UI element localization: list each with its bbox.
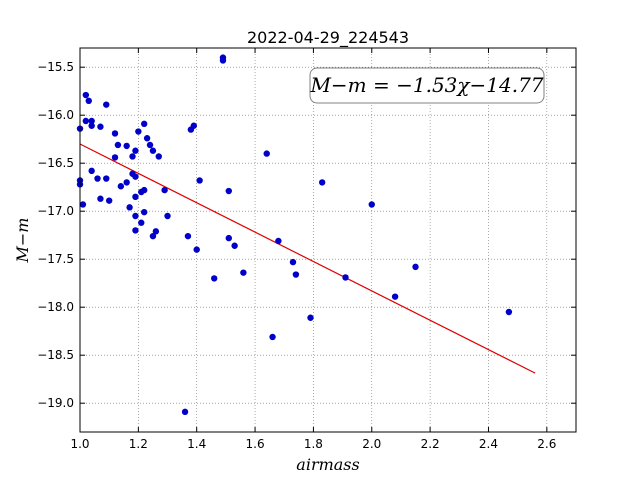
data-point	[318, 179, 326, 186]
data-point	[82, 117, 90, 125]
data-point	[505, 308, 513, 316]
data-point	[225, 234, 232, 242]
data-point	[307, 314, 314, 321]
data-point	[135, 128, 142, 135]
y-tick-label: −17.0	[37, 204, 74, 218]
data-point	[132, 147, 139, 154]
data-point	[342, 274, 349, 281]
y-tick-label: −19.0	[37, 396, 74, 410]
y-tick-label: −17.5	[37, 252, 74, 266]
data-point	[111, 154, 119, 161]
data-point	[79, 201, 87, 208]
data-point	[140, 208, 148, 216]
x-tick-label: 1.0	[70, 437, 89, 451]
data-point	[129, 153, 136, 160]
data-point	[292, 271, 300, 278]
data-point	[114, 141, 122, 149]
data-point	[85, 97, 92, 105]
data-point	[103, 101, 110, 108]
y-tick-label: −16.5	[37, 156, 74, 170]
plot-area-frame	[79, 47, 577, 433]
data-point	[391, 293, 399, 300]
data-point	[132, 193, 139, 200]
x-tick-label: 1.4	[187, 437, 206, 451]
data-point	[231, 242, 238, 249]
data-point	[97, 195, 104, 202]
grid	[79, 48, 576, 432]
x-tick-label: 1.8	[304, 437, 323, 451]
data-point	[181, 408, 189, 416]
data-point	[184, 232, 192, 240]
data-point	[196, 177, 203, 184]
data-point	[412, 263, 419, 271]
y-axis-label: M−m	[13, 218, 32, 264]
data-point	[143, 135, 151, 142]
x-tick-label: 2.4	[479, 437, 498, 451]
data-point	[289, 258, 297, 266]
data-point	[105, 197, 113, 204]
data-point	[149, 232, 157, 240]
data-point	[138, 219, 145, 226]
data-point	[152, 228, 160, 235]
data-point	[94, 175, 101, 182]
data-point	[132, 212, 139, 220]
x-axis-label: airmass	[296, 455, 359, 474]
data-point	[132, 227, 139, 234]
data-point	[155, 153, 162, 160]
data-point	[140, 120, 148, 128]
data-point	[103, 175, 110, 182]
data-point	[225, 187, 232, 195]
data-point	[190, 122, 197, 129]
axis-ticks: 1.0 1.2 1.4 1.6 1.8 2.0 2.2 2.4 2.6 −15.5 −16.0 −16…	[37, 48, 576, 451]
data-point	[126, 204, 133, 211]
y-tick-label: −18.0	[37, 300, 74, 314]
data-points	[76, 54, 513, 416]
data-point	[161, 186, 168, 194]
data-point	[240, 269, 247, 276]
data-point	[123, 142, 130, 150]
data-point	[269, 333, 276, 341]
data-point	[146, 141, 154, 149]
data-point	[263, 150, 270, 157]
fit-line	[79, 143, 536, 374]
data-point	[111, 130, 119, 137]
fit-annotation: M−m = −1.53χ−14.77	[309, 67, 545, 104]
data-point	[82, 91, 90, 99]
data-point	[140, 186, 148, 194]
chart-title: 2022-04-29_224543	[247, 28, 409, 48]
data-point	[88, 122, 95, 129]
data-point	[193, 246, 200, 253]
data-point	[368, 201, 375, 208]
data-point	[123, 179, 130, 186]
x-tick-label: 1.6	[246, 437, 265, 451]
data-point	[88, 167, 95, 175]
data-point	[97, 123, 104, 130]
data-point	[219, 57, 227, 64]
fit-annotation-box	[309, 67, 545, 104]
x-tick-label: 2.0	[362, 437, 381, 451]
data-point	[275, 237, 282, 245]
x-tick-label: 1.2	[129, 437, 148, 451]
y-tick-label: −18.5	[37, 348, 74, 362]
fit-line-layer	[79, 143, 536, 374]
x-tick-label: 2.6	[537, 437, 556, 451]
data-point	[164, 212, 171, 220]
fit-equation: M−m = −1.53χ−14.77	[309, 73, 543, 97]
data-point	[149, 147, 157, 154]
data-point	[211, 275, 218, 282]
y-tick-label: −15.5	[37, 60, 74, 74]
data-point	[88, 117, 95, 125]
y-tick-label: −16.0	[37, 108, 74, 122]
x-tick-label: 2.2	[421, 437, 440, 451]
data-point	[117, 183, 125, 190]
data-point	[132, 173, 139, 180]
